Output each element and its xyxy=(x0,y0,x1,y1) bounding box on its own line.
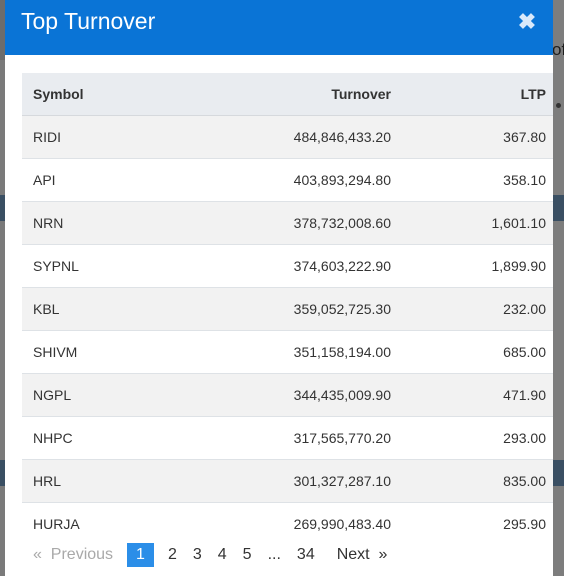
cell-ltp: 1,899.90 xyxy=(391,244,553,288)
page-button-2[interactable]: 2 xyxy=(167,545,177,563)
pagination-ellipsis: ... xyxy=(267,545,281,563)
page-button-3[interactable]: 3 xyxy=(192,545,202,563)
cell-symbol: KBL xyxy=(22,287,193,331)
cell-ltp: 358.10 xyxy=(391,158,553,202)
pagination: « Previous 1 2 3 4 5 ... 34 Next » xyxy=(27,542,395,567)
column-header-symbol[interactable]: Symbol xyxy=(22,73,193,116)
cell-symbol: NRN xyxy=(22,201,193,245)
cell-turnover: 359,052,725.30 xyxy=(193,287,391,331)
modal-header: Top Turnover ✖ xyxy=(5,0,553,55)
cell-ltp: 367.80 xyxy=(391,115,553,159)
column-header-turnover[interactable]: Turnover xyxy=(193,73,391,116)
page-button-1[interactable]: 1 xyxy=(127,542,154,567)
background-dot xyxy=(556,103,561,108)
table-row[interactable]: SHIVM 351,158,194.00 685.00 xyxy=(22,330,553,374)
cell-symbol: SHIVM xyxy=(22,330,193,374)
cell-symbol: NGPL xyxy=(22,373,193,417)
background-page-right xyxy=(553,0,564,576)
cell-turnover: 269,990,483.40 xyxy=(193,502,391,545)
next-page-button[interactable]: Next » xyxy=(336,545,388,563)
table-row[interactable]: HRL 301,327,287.10 835.00 xyxy=(22,459,553,503)
cell-symbol: HURJA xyxy=(22,502,193,545)
cell-ltp: 835.00 xyxy=(391,459,553,503)
table-header-row: Symbol Turnover LTP xyxy=(22,73,553,116)
close-icon[interactable]: ✖ xyxy=(517,9,537,34)
cell-turnover: 403,893,294.80 xyxy=(193,158,391,202)
table-row[interactable]: NRN 378,732,008.60 1,601.10 xyxy=(22,201,553,245)
cell-turnover: 351,158,194.00 xyxy=(193,330,391,374)
top-turnover-modal: Top Turnover ✖ Symbol Turnover LTP RIDI … xyxy=(5,0,553,576)
cell-ltp: 232.00 xyxy=(391,287,553,331)
cell-symbol: RIDI xyxy=(22,115,193,159)
cell-turnover: 301,327,287.10 xyxy=(193,459,391,503)
cell-turnover: 374,603,222.90 xyxy=(193,244,391,288)
table-row[interactable]: RIDI 484,846,433.20 367.80 xyxy=(22,115,553,159)
page-button-4[interactable]: 4 xyxy=(217,545,227,563)
cell-symbol: API xyxy=(22,158,193,202)
cell-symbol: HRL xyxy=(22,459,193,503)
background-text: of xyxy=(552,40,564,59)
cell-turnover: 344,435,009.90 xyxy=(193,373,391,417)
cell-turnover: 484,846,433.20 xyxy=(193,115,391,159)
cell-turnover: 317,565,770.20 xyxy=(193,416,391,460)
previous-page-button[interactable]: « Previous xyxy=(33,545,114,563)
table-row[interactable]: NGPL 344,435,009.90 471.90 xyxy=(22,373,553,417)
cell-ltp: 293.00 xyxy=(391,416,553,460)
table-row[interactable]: API 403,893,294.80 358.10 xyxy=(22,158,553,202)
cell-ltp: 295.90 xyxy=(391,502,553,545)
cell-turnover: 378,732,008.60 xyxy=(193,201,391,245)
cell-ltp: 685.00 xyxy=(391,330,553,374)
modal-title: Top Turnover xyxy=(21,8,156,34)
background-page-left xyxy=(0,60,5,576)
turnover-table: Symbol Turnover LTP RIDI 484,846,433.20 … xyxy=(22,73,553,545)
page-button-5[interactable]: 5 xyxy=(242,545,252,563)
table-row[interactable]: SYPNL 374,603,222.90 1,899.90 xyxy=(22,244,553,288)
table-row[interactable]: HURJA 269,990,483.40 295.90 xyxy=(22,502,553,545)
table-row[interactable]: NHPC 317,565,770.20 293.00 xyxy=(22,416,553,460)
cell-symbol: NHPC xyxy=(22,416,193,460)
cell-ltp: 1,601.10 xyxy=(391,201,553,245)
cell-ltp: 471.90 xyxy=(391,373,553,417)
column-header-ltp[interactable]: LTP xyxy=(391,73,553,116)
page-button-34[interactable]: 34 xyxy=(296,545,315,563)
table-row[interactable]: KBL 359,052,725.30 232.00 xyxy=(22,287,553,331)
cell-symbol: SYPNL xyxy=(22,244,193,288)
